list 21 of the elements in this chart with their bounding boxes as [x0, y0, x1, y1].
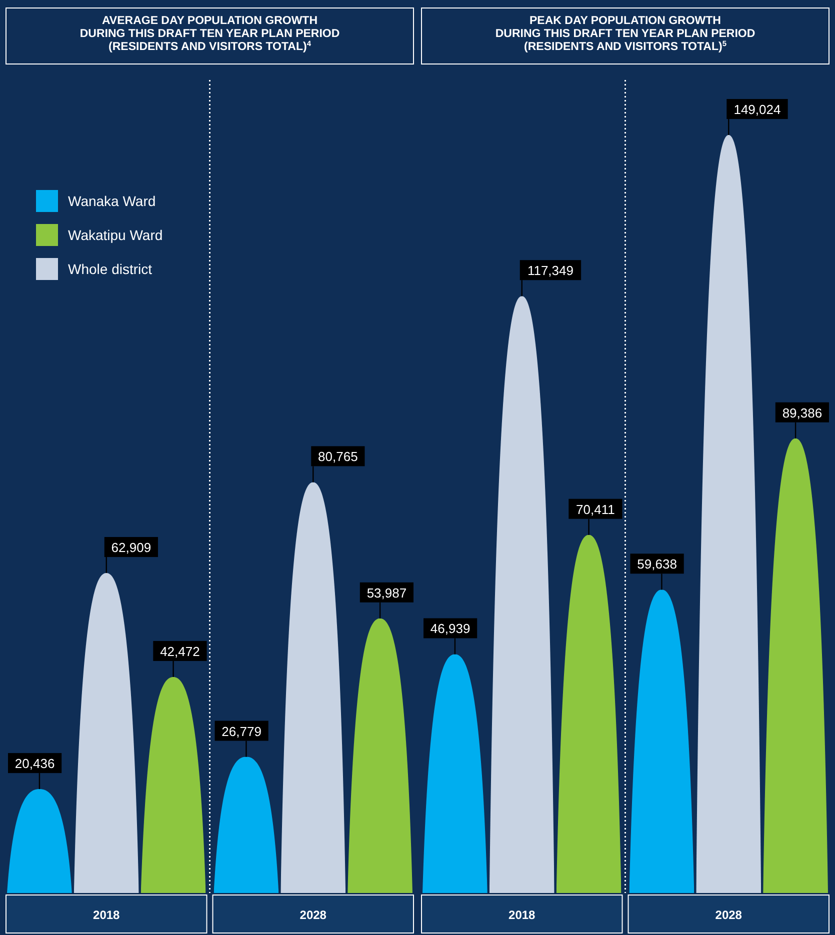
data-label: 46,939	[430, 621, 470, 636]
legend-label: Wakatipu Ward	[68, 227, 163, 243]
x-tick-label: 2018	[93, 908, 120, 922]
data-label: 26,779	[222, 724, 262, 739]
chart-title: PEAK DAY POPULATION GROWTH DURING THIS DRAFT TEN YEAR PLAN PERIOD (RESIDENTS AND VISITORS TOTAL)$^{5}$	[495, 15, 756, 53]
legend-label: Whole district	[68, 261, 152, 277]
data-label: 117,349	[527, 263, 574, 278]
data-label: 62,909	[111, 540, 152, 556]
x-tick-label: 2018	[508, 908, 536, 922]
data-label: 42,472	[160, 644, 200, 659]
x-tick-label: 2028	[715, 908, 742, 922]
data-label: 20,436	[14, 756, 55, 772]
data-label: 70,411	[576, 502, 615, 517]
data-label: 53,987	[366, 585, 407, 600]
chart-title: AVERAGE DAY POPULATION GROWTH DURING THIS DRAFT TEN YEAR PLAN PERIOD (RESIDENTS AND VISITORS TOTAL)$^{4}$	[80, 15, 340, 53]
x-tick-label: 2028	[300, 908, 327, 922]
data-label: 80,765	[318, 449, 358, 464]
data-label: 59,638	[637, 556, 677, 572]
legend-label: Wanaka Ward	[68, 193, 156, 209]
data-label: 149,024	[734, 102, 781, 117]
data-label: 89,386	[782, 405, 822, 420]
